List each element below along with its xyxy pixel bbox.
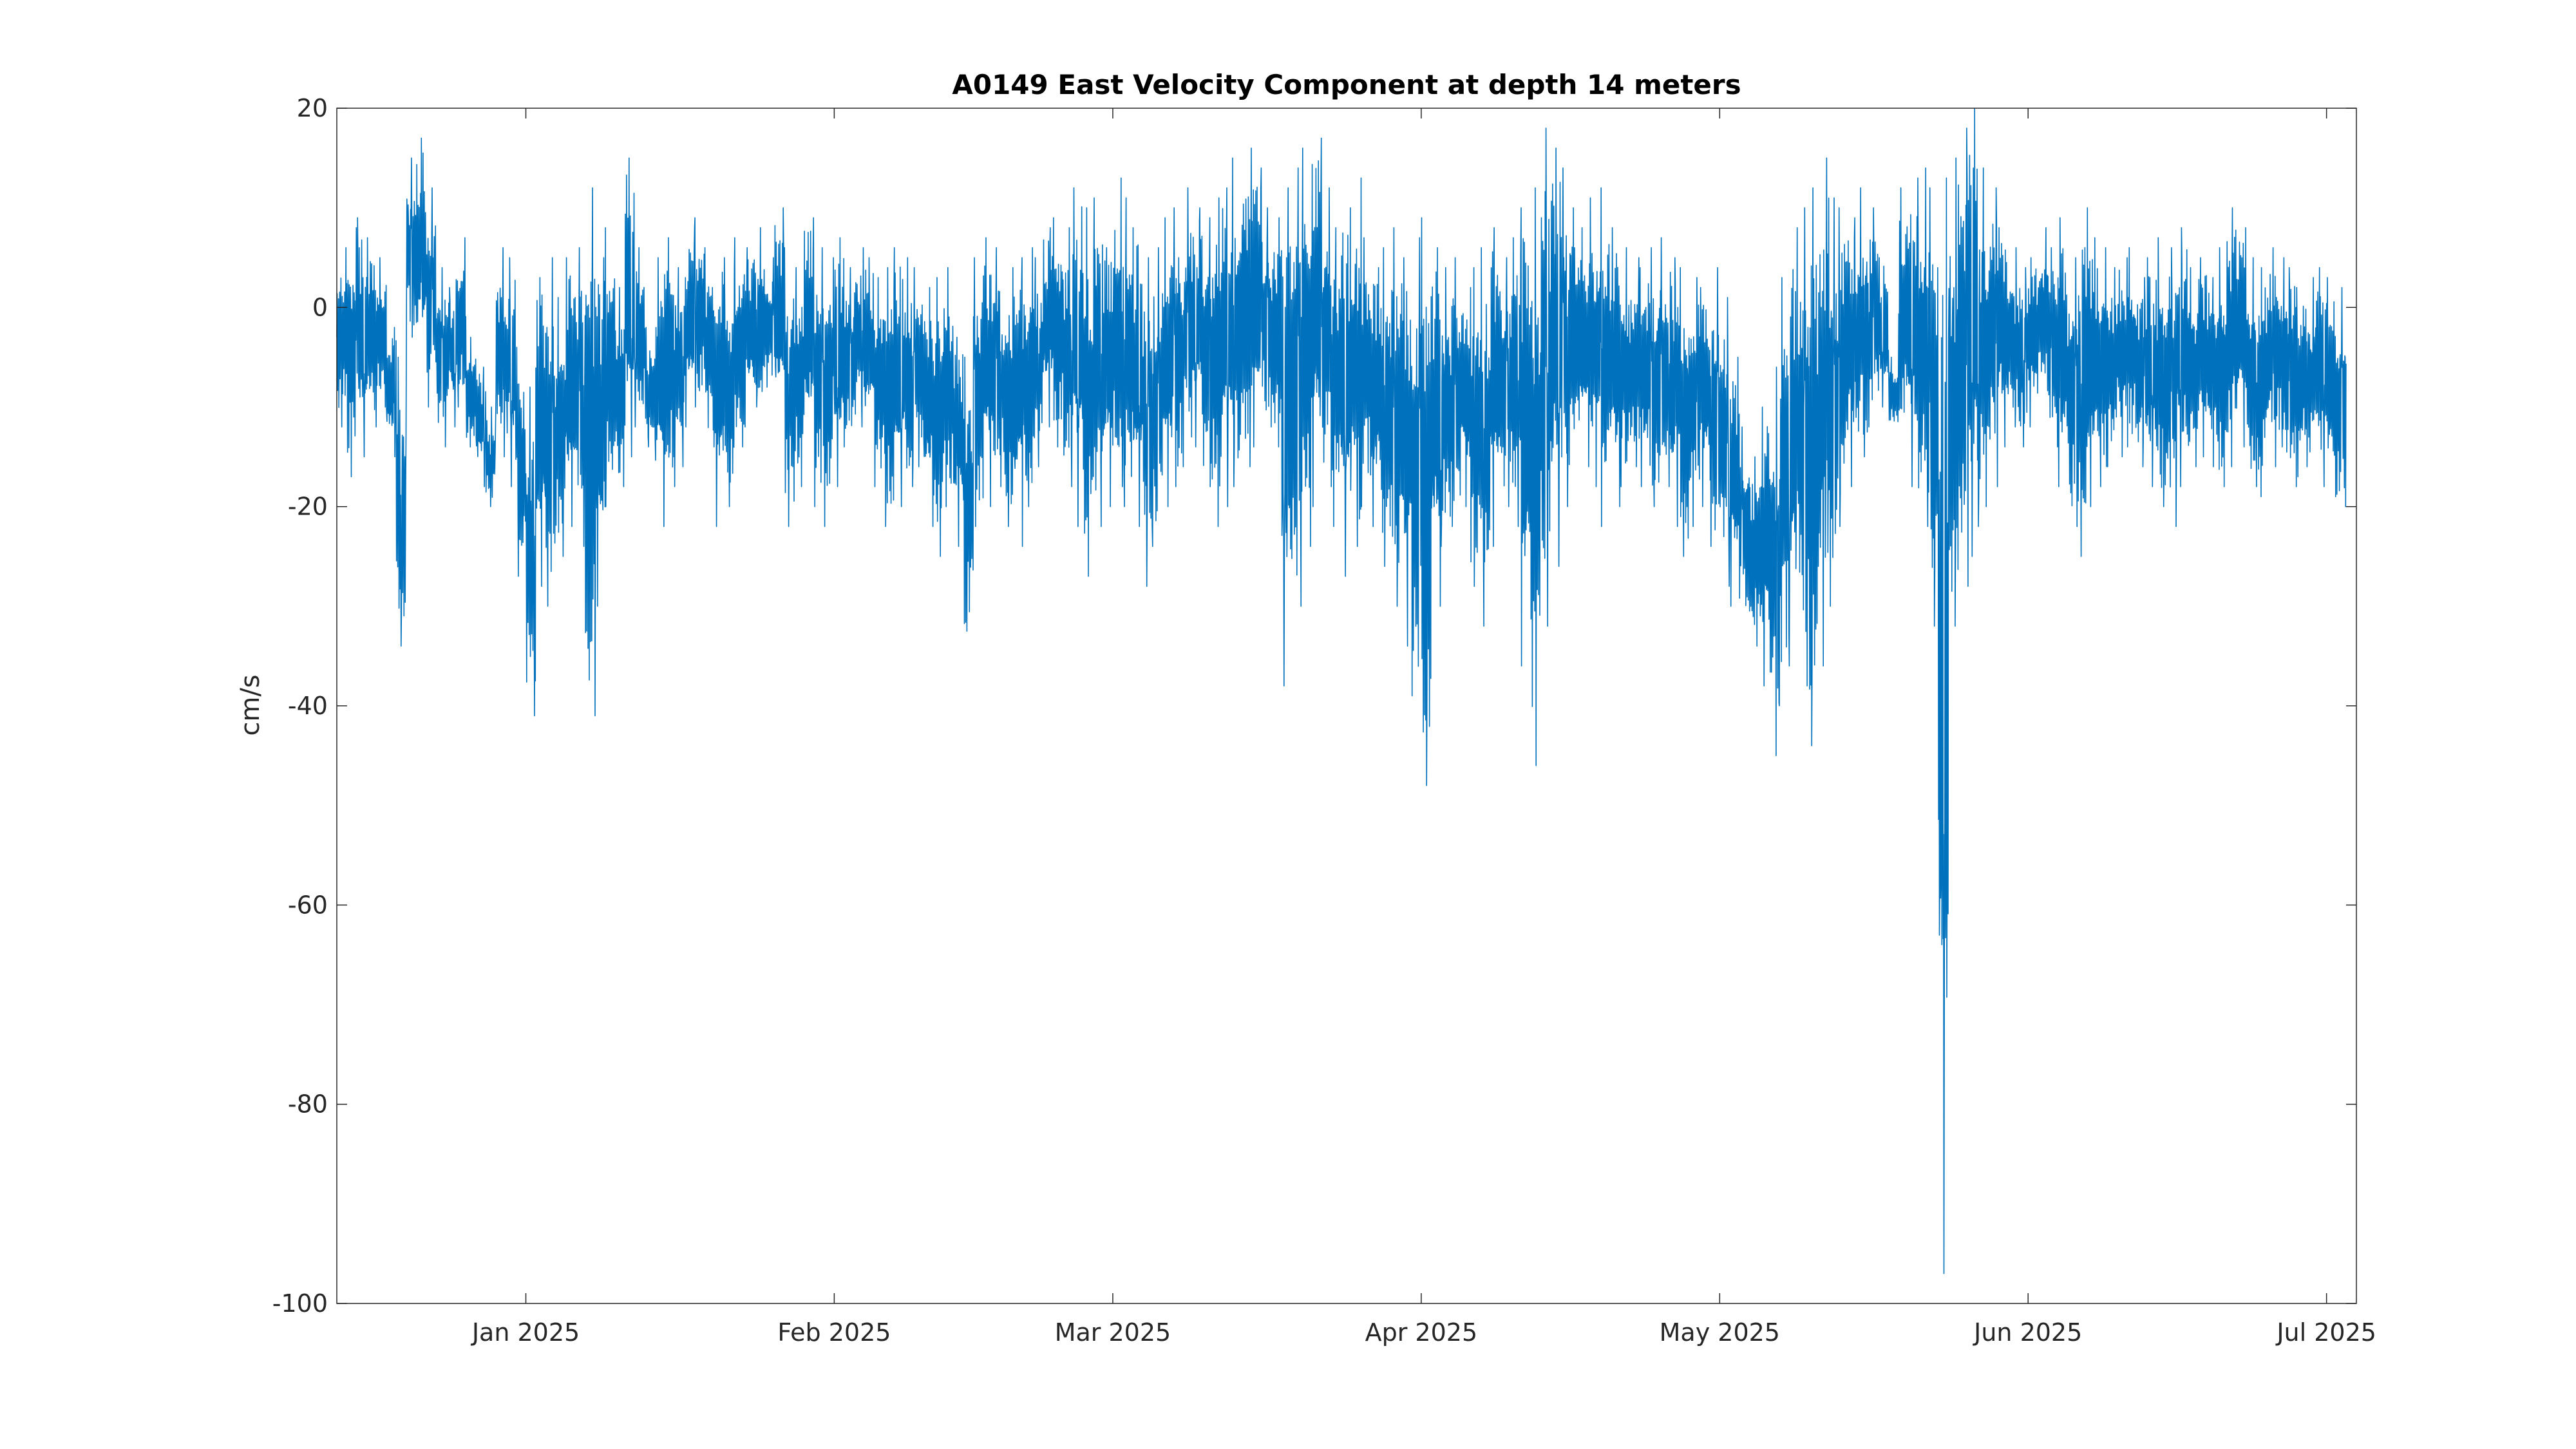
x-tick-label: Mar 2025 <box>1055 1318 1171 1347</box>
series-line-east-velocity <box>336 108 2347 1274</box>
y-tick-label: -60 <box>288 891 328 919</box>
y-tick-label: -40 <box>288 692 328 720</box>
y-tick-label: -100 <box>272 1289 328 1318</box>
ticks-group: 20 0 -20 -40 -60 -80 -100 Jan 2025 Feb 2025 Mar 2… <box>272 94 2376 1347</box>
y-tick-label: 20 <box>297 94 328 122</box>
y-tick-label: -20 <box>288 493 328 521</box>
x-tick-label: Feb 2025 <box>777 1318 891 1347</box>
x-tick-label: Apr 2025 <box>1365 1318 1478 1347</box>
y-tick-label: -80 <box>288 1090 328 1119</box>
x-tick-label: May 2025 <box>1660 1318 1780 1347</box>
x-tick-label: Jun 2025 <box>1973 1318 2082 1347</box>
chart-title: A0149 East Velocity Component at depth 1… <box>952 69 1741 100</box>
y-tick-label: 0 <box>312 293 328 321</box>
x-tick-label: Jan 2025 <box>471 1318 580 1347</box>
plot-frame <box>336 108 2357 1304</box>
series-group <box>336 108 2347 1274</box>
x-tick-label: Jul 2025 <box>2275 1318 2376 1347</box>
y-axis-label: cm/s <box>236 674 265 735</box>
